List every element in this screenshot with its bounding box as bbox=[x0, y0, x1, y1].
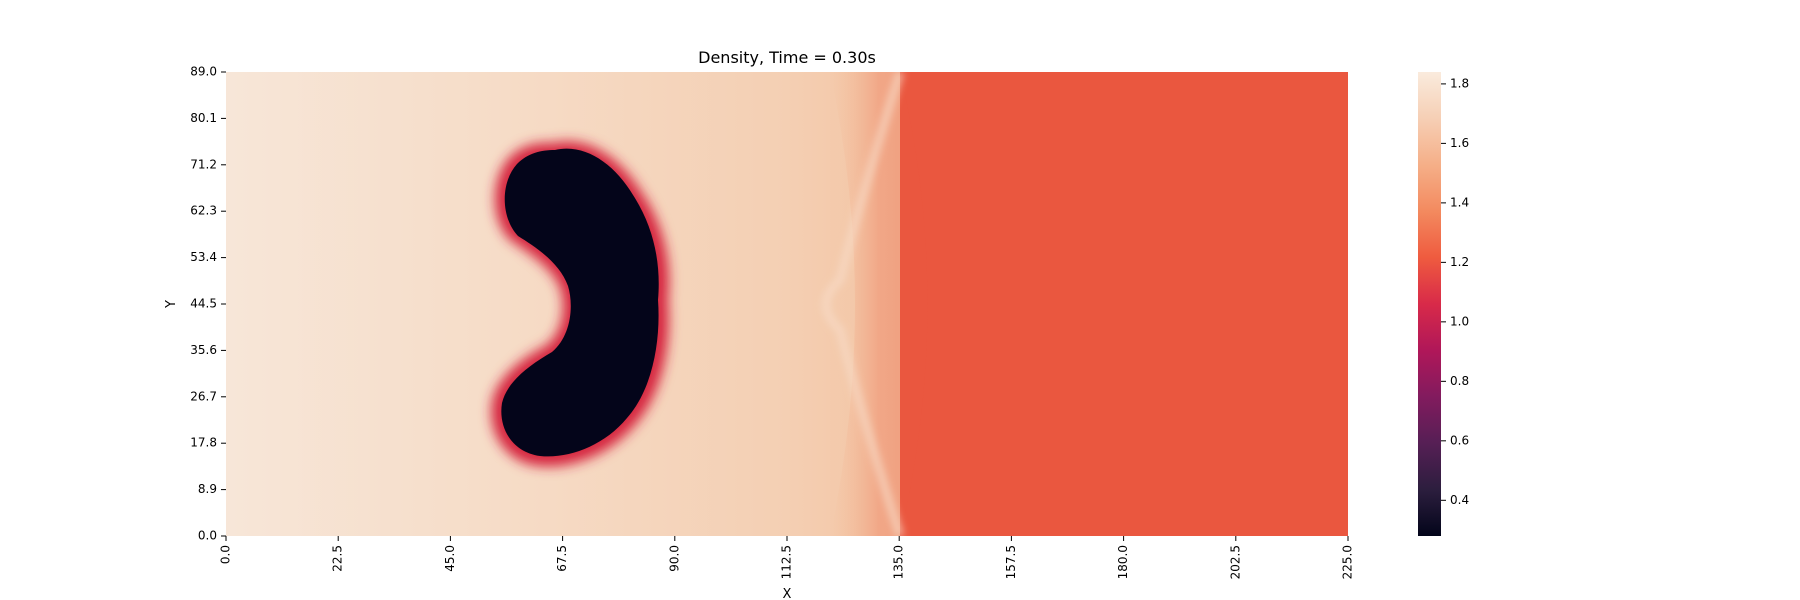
y-tick-label: 53.4 bbox=[190, 250, 217, 264]
x-tick-label: 67.5 bbox=[555, 545, 569, 572]
x-tick-label: 180.0 bbox=[1116, 545, 1130, 579]
colorbar-tick-label: 1.4 bbox=[1450, 195, 1469, 209]
colorbar bbox=[1418, 72, 1441, 536]
y-tick-label: 62.3 bbox=[190, 204, 217, 218]
colorbar-tick-label: 0.8 bbox=[1450, 374, 1469, 388]
colorbar-gradient bbox=[1418, 72, 1441, 536]
x-tick-label: 135.0 bbox=[892, 545, 906, 579]
x-tick-label: 202.5 bbox=[1228, 545, 1242, 579]
x-tick-label: 157.5 bbox=[1004, 545, 1018, 579]
heatmap-field bbox=[226, 72, 1348, 536]
x-tick-label: 22.5 bbox=[331, 545, 345, 572]
colorbar-tick-label: 0.4 bbox=[1450, 493, 1469, 507]
y-tick-label: 0.0 bbox=[198, 529, 217, 543]
x-tick-label: 0.0 bbox=[219, 545, 233, 564]
x-tick-label: 90.0 bbox=[667, 545, 681, 572]
x-axis-label: X bbox=[783, 587, 792, 600]
colorbar-tick-label: 0.6 bbox=[1450, 433, 1469, 447]
y-tick-label: 17.8 bbox=[190, 436, 217, 450]
y-tick-label: 89.0 bbox=[190, 65, 217, 79]
bubble-core bbox=[501, 148, 659, 457]
x-tick-label: 225.0 bbox=[1341, 545, 1355, 579]
chart-title: Density, Time = 0.30s bbox=[698, 48, 876, 67]
y-tick-label: 26.7 bbox=[190, 389, 217, 403]
colorbar-tick-label: 1.2 bbox=[1450, 255, 1469, 269]
y-tick-label: 80.1 bbox=[190, 111, 217, 125]
shock-front bbox=[900, 72, 1348, 536]
y-tick-label: 71.2 bbox=[190, 157, 217, 171]
colorbar-tick-label: 1.0 bbox=[1450, 314, 1469, 328]
y-axis-label: Y bbox=[164, 300, 179, 309]
x-axis: 0.0 22.5 45.0 67.5 90.0 112.5 135.0 157.5 180.0 2… bbox=[219, 536, 1355, 579]
reflected-wave bbox=[822, 72, 904, 536]
y-tick-label: 44.5 bbox=[190, 297, 217, 311]
x-tick-label: 45.0 bbox=[443, 545, 457, 572]
y-tick-label: 8.9 bbox=[198, 482, 217, 496]
colorbar-tick-label: 1.6 bbox=[1450, 136, 1469, 150]
colorbar-ticks: 0.4 0.6 0.8 1.0 1.2 1.4 1.6 1.8 bbox=[1441, 76, 1469, 507]
x-tick-label: 112.5 bbox=[780, 545, 794, 579]
y-tick-label: 35.6 bbox=[190, 343, 217, 357]
colorbar-tick-label: 1.8 bbox=[1450, 76, 1469, 90]
y-axis: 0.0 8.9 17.8 26.7 35.6 44.5 53.4 62.3 71.2 80.1 89… bbox=[190, 65, 226, 543]
